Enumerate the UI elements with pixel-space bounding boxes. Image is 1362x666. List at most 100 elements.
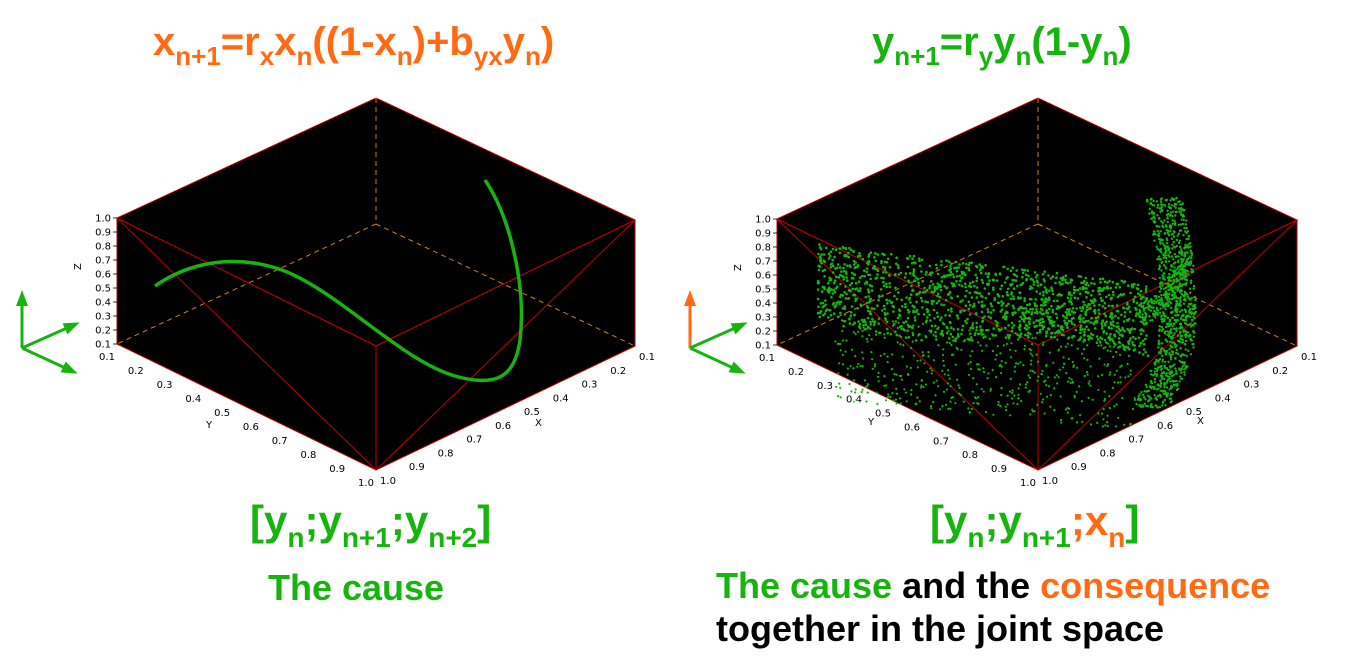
scatter-point <box>1186 365 1189 368</box>
scatter-point <box>1163 350 1167 353</box>
scatter-point <box>955 275 959 278</box>
scatter-point <box>1106 364 1109 367</box>
scatter-point <box>1089 321 1093 324</box>
scatter-point <box>1085 308 1089 312</box>
scatter-point <box>949 385 952 388</box>
right-y-tick-label: 1.0 <box>1020 478 1036 489</box>
scatter-point <box>911 304 914 308</box>
scatter-point <box>998 272 1002 276</box>
scatter-point <box>1041 327 1044 331</box>
scatter-point <box>1024 273 1028 277</box>
scatter-point <box>1016 338 1020 341</box>
scatter-point <box>1061 304 1064 307</box>
scatter-point <box>842 270 846 273</box>
scatter-point <box>920 338 923 342</box>
scatter-point <box>1035 353 1038 356</box>
scatter-point <box>933 317 936 320</box>
scatter-point <box>947 374 950 377</box>
scatter-point <box>936 294 939 298</box>
left-hidden-edge <box>375 223 636 347</box>
scatter-point <box>1164 249 1168 252</box>
scatter-point <box>1124 376 1127 379</box>
scatter-point <box>1015 362 1018 365</box>
scatter-point <box>1072 288 1076 292</box>
scatter-point <box>1158 217 1161 220</box>
scatter-point <box>1156 367 1159 371</box>
scatter-point <box>1021 268 1024 272</box>
scatter-point <box>841 353 844 356</box>
scatter-point <box>1186 315 1189 319</box>
scatter-point <box>1150 379 1153 383</box>
right-plot: 1.00.90.80.70.60.50.40.30.20.1Z0.10.20.3… <box>733 97 1317 489</box>
scatter-point <box>991 368 994 371</box>
scatter-point <box>1134 314 1138 318</box>
scatter-point <box>1035 319 1038 322</box>
scatter-point <box>1183 333 1187 337</box>
scatter-point <box>884 317 887 320</box>
scatter-point <box>1084 312 1087 316</box>
scatter-point <box>1174 270 1177 273</box>
scatter-point <box>1148 398 1152 402</box>
scatter-point <box>1186 263 1190 266</box>
scatter-point <box>1184 322 1188 325</box>
scatter-point <box>931 283 935 286</box>
scatter-point <box>958 392 961 395</box>
scatter-point <box>1159 389 1163 392</box>
scatter-point <box>1012 402 1015 405</box>
scatter-point <box>1018 335 1021 339</box>
scatter-point <box>1170 204 1173 207</box>
scatter-point <box>935 301 939 305</box>
scatter-point <box>924 320 928 324</box>
scatter-point <box>1029 389 1032 392</box>
scatter-point <box>1019 383 1022 386</box>
scatter-point <box>1178 380 1181 383</box>
scatter-point <box>832 312 836 315</box>
scatter-point <box>941 369 944 372</box>
scatter-point <box>834 287 838 290</box>
scatter-point <box>1036 331 1039 335</box>
scatter-point <box>1163 377 1166 381</box>
scatter-point <box>1140 405 1143 409</box>
scatter-point <box>841 363 845 366</box>
scatter-point <box>1017 362 1020 365</box>
scatter-point <box>1047 317 1051 321</box>
scatter-point <box>948 320 952 324</box>
scatter-point <box>1135 301 1139 305</box>
scatter-point <box>885 282 888 286</box>
scatter-point <box>1164 308 1167 311</box>
scatter-point <box>916 366 919 369</box>
scatter-point <box>903 276 907 279</box>
scatter-point <box>1094 299 1097 303</box>
scatter-point <box>1185 278 1189 282</box>
scatter-point <box>1132 300 1135 303</box>
scatter-point <box>1180 367 1184 370</box>
scatter-point <box>1106 414 1109 417</box>
scatter-point <box>929 404 933 408</box>
scatter-point <box>819 302 823 305</box>
scatter-point <box>1127 284 1130 288</box>
scatter-point <box>1153 385 1156 389</box>
scatter-point <box>918 259 921 263</box>
scatter-point <box>1010 397 1014 400</box>
scatter-point <box>1131 319 1135 322</box>
scatter-point <box>1161 238 1164 242</box>
scatter-point <box>1038 330 1042 334</box>
scatter-point <box>1000 300 1003 303</box>
scatter-point <box>867 259 870 263</box>
scatter-point <box>1091 398 1094 401</box>
scatter-point <box>1103 301 1107 305</box>
scatter-point <box>1126 303 1129 306</box>
scatter-point <box>940 316 943 319</box>
scatter-point <box>1091 333 1095 337</box>
scatter-point <box>1169 387 1173 390</box>
scatter-point <box>913 319 917 322</box>
scatter-point <box>1182 318 1185 322</box>
scatter-point <box>1117 316 1120 320</box>
scatter-point <box>1171 364 1175 368</box>
scatter-point <box>929 271 932 275</box>
scatter-point <box>1165 292 1169 295</box>
scatter-point <box>1160 318 1163 321</box>
scatter-point <box>887 393 890 396</box>
scatter-point <box>1164 224 1167 227</box>
scatter-point <box>842 339 845 342</box>
